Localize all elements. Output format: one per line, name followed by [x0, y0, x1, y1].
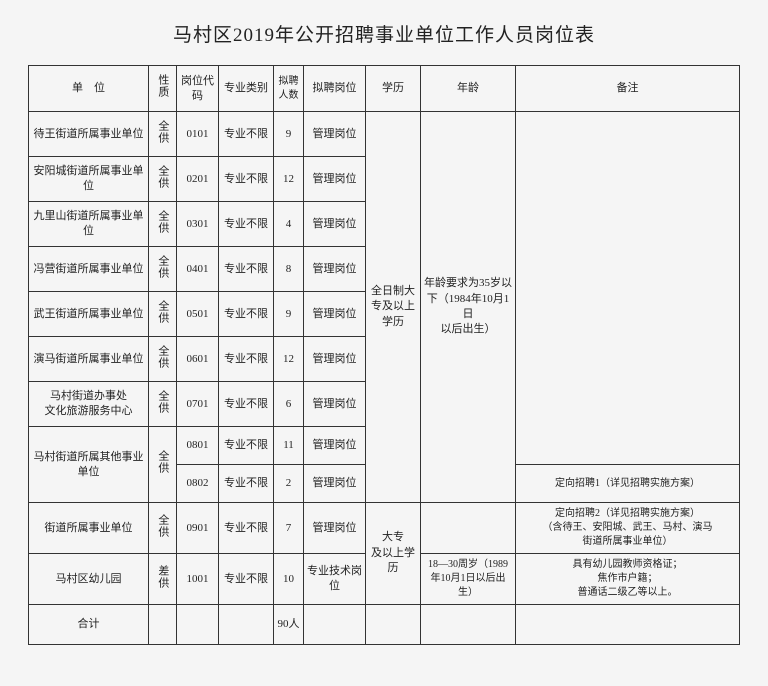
cell-code: 0501	[177, 292, 219, 337]
cell-edu: 全日制大专及以上学历	[366, 112, 421, 503]
th-code: 岗位代码	[177, 66, 219, 112]
cell-code: 0601	[177, 337, 219, 382]
cell-code: 0801	[177, 427, 219, 465]
cell-code: 1001	[177, 554, 219, 605]
cell-post: 管理岗位	[304, 382, 366, 427]
cell-code: 0401	[177, 247, 219, 292]
cell-major: 专业不限	[219, 157, 274, 202]
th-nature: 性质	[149, 66, 177, 112]
cell-nature: 全供	[149, 292, 177, 337]
cell-nature: 全供	[149, 202, 177, 247]
cell-count: 11	[274, 427, 304, 465]
cell-unit: 街道所属事业单位	[29, 503, 149, 554]
total-count: 90人	[274, 605, 304, 645]
th-unit: 单 位	[29, 66, 149, 112]
cell-note	[516, 112, 740, 465]
cell-edu: 大专及以上学历	[366, 503, 421, 605]
cell-unit: 冯营街道所属事业单位	[29, 247, 149, 292]
cell-code: 0701	[177, 382, 219, 427]
cell-major: 专业不限	[219, 292, 274, 337]
cell-note: 具有幼儿园教师资格证；焦作市户籍；普通话二级乙等以上。	[516, 554, 740, 605]
cell-count: 12	[274, 337, 304, 382]
cell-major: 专业不限	[219, 465, 274, 503]
cell-count: 10	[274, 554, 304, 605]
cell-major: 专业不限	[219, 112, 274, 157]
total-label: 合计	[29, 605, 149, 645]
cell-age: 年龄要求为35岁以下（1984年10月1日以后出生）	[421, 112, 516, 503]
cell-unit: 马村区幼儿园	[29, 554, 149, 605]
th-post: 拟聘岗位	[304, 66, 366, 112]
cell-post: 专业技术岗位	[304, 554, 366, 605]
cell-note: 定向招聘2（详见招聘实施方案）（含待王、安阳城、武王、马村、演马街道所属事业单位…	[516, 503, 740, 554]
cell-code: 0802	[177, 465, 219, 503]
cell-post: 管理岗位	[304, 157, 366, 202]
page-title: 马村区2019年公开招聘事业单位工作人员岗位表	[28, 20, 740, 47]
cell-major: 专业不限	[219, 337, 274, 382]
cell-major: 专业不限	[219, 427, 274, 465]
cell-nature: 全供	[149, 157, 177, 202]
cell-major: 专业不限	[219, 247, 274, 292]
cell-count: 9	[274, 292, 304, 337]
cell-nature: 全供	[149, 337, 177, 382]
cell-code: 0901	[177, 503, 219, 554]
cell-unit: 马村街道所属其他事业单位	[29, 427, 149, 503]
cell-count: 8	[274, 247, 304, 292]
cell-unit: 安阳城街道所属事业单位	[29, 157, 149, 202]
cell-count: 6	[274, 382, 304, 427]
cell-post: 管理岗位	[304, 337, 366, 382]
cell-age	[421, 503, 516, 554]
cell-code: 0101	[177, 112, 219, 157]
cell-post: 管理岗位	[304, 247, 366, 292]
cell-unit: 九里山街道所属事业单位	[29, 202, 149, 247]
cell-nature: 全供	[149, 427, 177, 503]
cell-count: 4	[274, 202, 304, 247]
th-age: 年龄	[421, 66, 516, 112]
th-major: 专业类别	[219, 66, 274, 112]
cell-unit: 马村街道办事处文化旅游服务中心	[29, 382, 149, 427]
th-count: 拟聘人数	[274, 66, 304, 112]
cell-code: 0301	[177, 202, 219, 247]
cell-nature: 全供	[149, 112, 177, 157]
table-row: 街道所属事业单位 全供 0901 专业不限 7 管理岗位 大专及以上学历 定向招…	[29, 503, 740, 554]
cell-unit: 待王街道所属事业单位	[29, 112, 149, 157]
cell-post: 管理岗位	[304, 427, 366, 465]
total-row: 合计 90人	[29, 605, 740, 645]
cell-major: 专业不限	[219, 554, 274, 605]
cell-unit: 武王街道所属事业单位	[29, 292, 149, 337]
cell-count: 12	[274, 157, 304, 202]
cell-major: 专业不限	[219, 503, 274, 554]
cell-major: 专业不限	[219, 202, 274, 247]
cell-count: 2	[274, 465, 304, 503]
cell-nature: 全供	[149, 503, 177, 554]
cell-post: 管理岗位	[304, 292, 366, 337]
cell-post: 管理岗位	[304, 202, 366, 247]
cell-major: 专业不限	[219, 382, 274, 427]
table-row: 待王街道所属事业单位 全供 0101 专业不限 9 管理岗位 全日制大专及以上学…	[29, 112, 740, 157]
th-edu: 学历	[366, 66, 421, 112]
cell-note: 定向招聘1（详见招聘实施方案）	[516, 465, 740, 503]
cell-count: 9	[274, 112, 304, 157]
cell-age: 18—30周岁（1989年10月1日以后出生）	[421, 554, 516, 605]
cell-post: 管理岗位	[304, 503, 366, 554]
cell-code: 0201	[177, 157, 219, 202]
cell-nature: 全供	[149, 247, 177, 292]
cell-post: 管理岗位	[304, 112, 366, 157]
positions-table: 单 位 性质 岗位代码 专业类别 拟聘人数 拟聘岗位 学历 年龄 备注 待王街道…	[28, 65, 740, 645]
cell-nature: 全供	[149, 382, 177, 427]
cell-unit: 演马街道所属事业单位	[29, 337, 149, 382]
cell-count: 7	[274, 503, 304, 554]
th-note: 备注	[516, 66, 740, 112]
cell-post: 管理岗位	[304, 465, 366, 503]
cell-nature: 差供	[149, 554, 177, 605]
